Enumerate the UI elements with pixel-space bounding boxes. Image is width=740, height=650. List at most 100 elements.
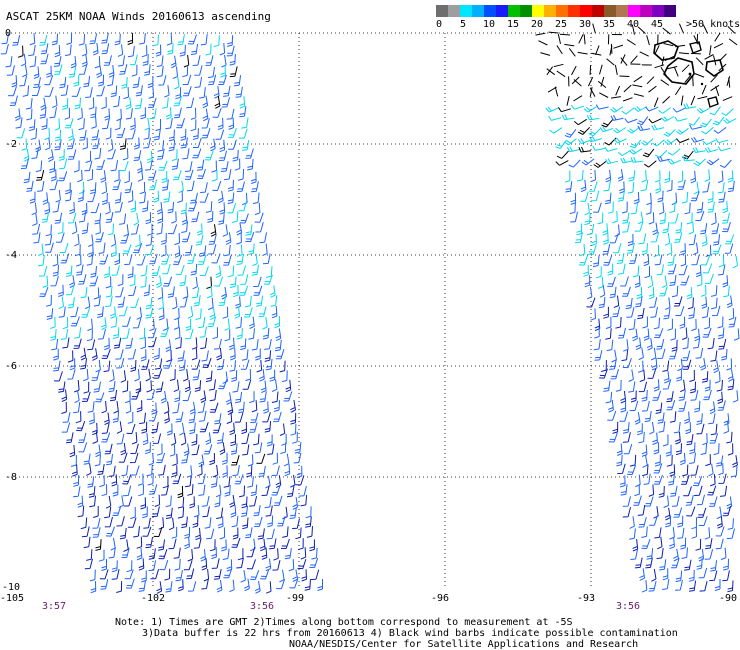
wind-barb (608, 400, 614, 413)
wind-barb (594, 350, 603, 361)
wind-barb (200, 34, 208, 46)
wind-barb (190, 43, 199, 56)
wind-barb (643, 253, 650, 267)
wind-barb (686, 506, 696, 517)
wind-barb (136, 255, 146, 266)
wind-barb (579, 243, 586, 257)
wind-barb (190, 107, 197, 120)
wind-barb (192, 287, 200, 299)
wind-barb (713, 443, 720, 456)
wind-barb (685, 494, 694, 506)
wind-barb (607, 201, 614, 214)
wind-barb (625, 297, 633, 310)
legend-label: 0 (436, 19, 443, 30)
wind-barb (587, 76, 594, 87)
wind-barb (50, 169, 57, 182)
wind-barb (241, 496, 248, 509)
wind-barb (112, 484, 119, 497)
wind-barb (144, 64, 151, 76)
wind-barb (199, 87, 206, 99)
wind-barb (209, 138, 216, 152)
wind-barb (553, 63, 564, 68)
wind-barb (652, 139, 665, 147)
wind-barb (105, 201, 111, 215)
wind-barb (569, 202, 576, 215)
wind-barb (93, 381, 101, 393)
wind-barb (701, 296, 708, 309)
wind-barb (83, 453, 91, 465)
wind-barb (125, 578, 135, 589)
wind-barb (232, 149, 239, 162)
wind-barb (187, 253, 196, 264)
wind-barb (96, 159, 105, 170)
wind-barb (42, 192, 49, 205)
wind-barb (95, 444, 101, 458)
wind-barb (629, 139, 642, 149)
wind-barb (598, 296, 606, 309)
wind-barb (658, 421, 666, 433)
wind-barb (95, 392, 105, 403)
wind-barb (52, 254, 59, 267)
wind-barb (259, 538, 266, 552)
wind-barb (67, 212, 77, 224)
wind-barb (571, 65, 577, 76)
wind-barb (650, 231, 660, 243)
wind-barb (65, 190, 72, 202)
wind-barb (676, 127, 689, 135)
wind-barb (92, 138, 100, 150)
wind-barb (573, 79, 582, 87)
wind-barb (565, 181, 573, 193)
wind-barb (130, 200, 137, 213)
wind-barb (205, 370, 213, 383)
wind-barb (630, 549, 638, 560)
wind-barb (114, 252, 121, 266)
wind-barb (698, 548, 705, 562)
wind-barb (110, 537, 116, 551)
wind-barb (212, 422, 222, 434)
wind-barb (145, 307, 154, 319)
wind-barb (264, 496, 272, 509)
wind-barb (727, 26, 736, 34)
wind-barb (285, 379, 292, 393)
wind-barb (160, 232, 167, 245)
wind-barb (218, 74, 227, 85)
wind-barb (167, 201, 175, 214)
wind-barb (286, 486, 295, 498)
wind-barb (119, 160, 129, 172)
wind-barb (221, 54, 227, 68)
wind-barb (92, 42, 99, 56)
wind-barb (626, 307, 635, 318)
legend-swatch (448, 5, 460, 17)
wind-barb (570, 211, 578, 223)
wind-barb (74, 244, 81, 257)
wind-barb (157, 148, 165, 160)
wind-barb (696, 558, 703, 570)
wind-barb (149, 179, 157, 191)
wind-barb (704, 379, 711, 392)
wind-barb (733, 328, 740, 341)
wind-barb (637, 26, 646, 34)
wind-barb (145, 159, 153, 171)
wind-barb (160, 244, 167, 257)
wind-barb (193, 537, 202, 549)
wind-barb (648, 484, 655, 497)
wind-barb (101, 192, 108, 205)
wind-barb (158, 297, 164, 310)
wind-barb (134, 98, 143, 110)
wind-barb (671, 496, 680, 507)
wind-barb (160, 390, 167, 404)
wind-barb (248, 328, 255, 340)
wind-barb (232, 465, 240, 477)
wind-barb (148, 86, 155, 99)
wind-barb (130, 117, 136, 131)
wind-barb (229, 348, 236, 361)
wind-barb (603, 306, 609, 319)
wind-barb (212, 464, 219, 478)
wind-barb (692, 337, 701, 349)
wind-barb (209, 539, 216, 552)
wind-barb (78, 118, 85, 131)
wind-barb (177, 190, 183, 203)
wind-barb (597, 276, 604, 289)
wind-barb (674, 116, 688, 122)
wind-barb (100, 578, 109, 590)
